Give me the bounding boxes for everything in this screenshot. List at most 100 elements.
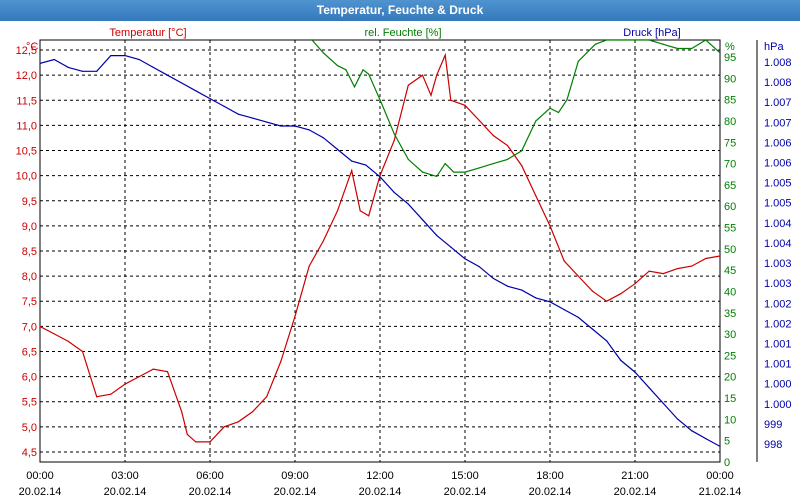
pressure-tick: 1.001 xyxy=(764,359,792,371)
temperature-point xyxy=(351,170,353,172)
pressure-point xyxy=(336,148,339,150)
pressure-point xyxy=(365,164,367,166)
pressure-point xyxy=(421,219,424,221)
x-tick-date: 20.02.14 xyxy=(274,486,317,498)
pressure-point xyxy=(96,70,98,72)
humidity-tick: 20 xyxy=(724,372,736,384)
temperature-tick: 5,0 xyxy=(22,422,37,434)
humidity-point xyxy=(705,40,707,41)
temperature-point xyxy=(152,368,154,370)
temperature-point xyxy=(280,360,282,363)
pressure-tick: 1.004 xyxy=(764,218,792,230)
pressure-tick: 1.002 xyxy=(764,318,792,330)
temperature-point xyxy=(549,225,551,227)
x-tick-date: 20.02.14 xyxy=(189,486,232,498)
x-tick-time: 21:00 xyxy=(621,470,649,482)
humidity-point xyxy=(453,171,455,173)
humidity-point xyxy=(311,40,313,41)
pressure-point xyxy=(436,234,438,236)
temperature-point xyxy=(620,293,622,295)
temperature-point xyxy=(294,315,296,317)
temperature-tick: 8,0 xyxy=(22,271,37,283)
pressure-point xyxy=(634,371,636,373)
pressure-point xyxy=(152,66,154,68)
temperature-tick: 7,5 xyxy=(22,296,37,308)
temperature-point xyxy=(81,350,84,353)
pressure-point xyxy=(450,246,452,248)
temperature-point xyxy=(407,84,409,86)
humidity-point xyxy=(362,69,364,71)
x-tick-time: 09:00 xyxy=(281,470,309,482)
humidity-tick: 0 xyxy=(724,457,730,469)
temperature-point xyxy=(648,270,650,272)
pressure-point xyxy=(223,105,225,107)
temperature-point xyxy=(691,265,693,267)
pressure-point xyxy=(577,316,579,318)
temperature-tick: 10,0 xyxy=(16,171,37,183)
humidity-tick: 35 xyxy=(724,308,736,320)
temperature-point xyxy=(506,144,509,147)
temperature-point xyxy=(138,376,140,378)
humidity-tick: 65 xyxy=(724,180,736,192)
pressure-point xyxy=(393,191,395,193)
temperature-tick: 12,5 xyxy=(16,45,37,57)
pressure-point xyxy=(110,55,112,57)
pressure-point xyxy=(237,113,239,115)
series-lines xyxy=(40,40,720,447)
axis-labels: Temperatur [°C] °C rel. Feuchte [%]% Druck … xyxy=(26,27,784,53)
temperature-unit: °C xyxy=(26,41,38,53)
temperature-point xyxy=(492,134,494,137)
pressure-point xyxy=(676,418,679,420)
temperature-point xyxy=(705,257,707,260)
humidity-point xyxy=(379,99,381,101)
pressure-point xyxy=(124,55,126,57)
plot-frame xyxy=(39,39,758,463)
x-tick-date: 20.02.14 xyxy=(19,486,62,498)
temperature-tick: 4,5 xyxy=(22,447,37,459)
pressure-tick: 1.005 xyxy=(764,178,792,190)
temperature-point xyxy=(110,393,112,395)
pressure-point xyxy=(294,125,296,127)
grid xyxy=(40,40,720,462)
temperature-tick: 6,0 xyxy=(22,372,37,384)
humidity-point xyxy=(648,40,650,41)
humidity-point xyxy=(478,167,480,169)
pressure-tick: 1.007 xyxy=(764,97,792,109)
temperature-point xyxy=(67,340,69,342)
pressure-point xyxy=(691,430,693,432)
humidity-point xyxy=(353,86,356,88)
pressure-point xyxy=(705,438,707,440)
pressure-point xyxy=(53,58,55,61)
pressure-point xyxy=(351,160,353,162)
pressure-point xyxy=(478,266,480,268)
humidity-point xyxy=(345,69,347,71)
temperature-point xyxy=(166,371,169,373)
temperature-point xyxy=(521,165,523,167)
humidity-tick: 10 xyxy=(724,414,736,426)
pressure-point xyxy=(407,203,409,205)
temperature-point xyxy=(368,215,370,217)
pressure-point xyxy=(138,58,140,61)
temperature-tick: 9,5 xyxy=(22,196,37,208)
pressure-point xyxy=(506,285,509,287)
humidity-point xyxy=(407,158,409,160)
temperature-point xyxy=(195,441,197,443)
humidity-point xyxy=(577,60,579,62)
temperature-point xyxy=(96,396,98,398)
pressure-point xyxy=(166,74,169,76)
pressure-tick: 1.007 xyxy=(764,117,792,129)
temperature-point xyxy=(322,240,324,242)
x-tick-time: 03:00 xyxy=(111,470,139,482)
pressure-tick: 1.001 xyxy=(764,338,792,350)
humidity-tick: 90 xyxy=(724,73,736,85)
temperature-tick: 9,0 xyxy=(22,221,37,233)
tick-labels: 00:00 20.02.14 03:00 20.02.14 06:00 20.02.14 0… xyxy=(16,45,792,498)
humidity-point xyxy=(557,111,560,114)
temperature-tick: 8,5 xyxy=(22,246,37,258)
pressure-point xyxy=(620,359,622,361)
humidity-tick: 85 xyxy=(724,95,736,107)
humidity-point xyxy=(521,150,523,152)
temperature-point xyxy=(450,99,452,101)
pressure-tick: 1.002 xyxy=(764,298,792,310)
